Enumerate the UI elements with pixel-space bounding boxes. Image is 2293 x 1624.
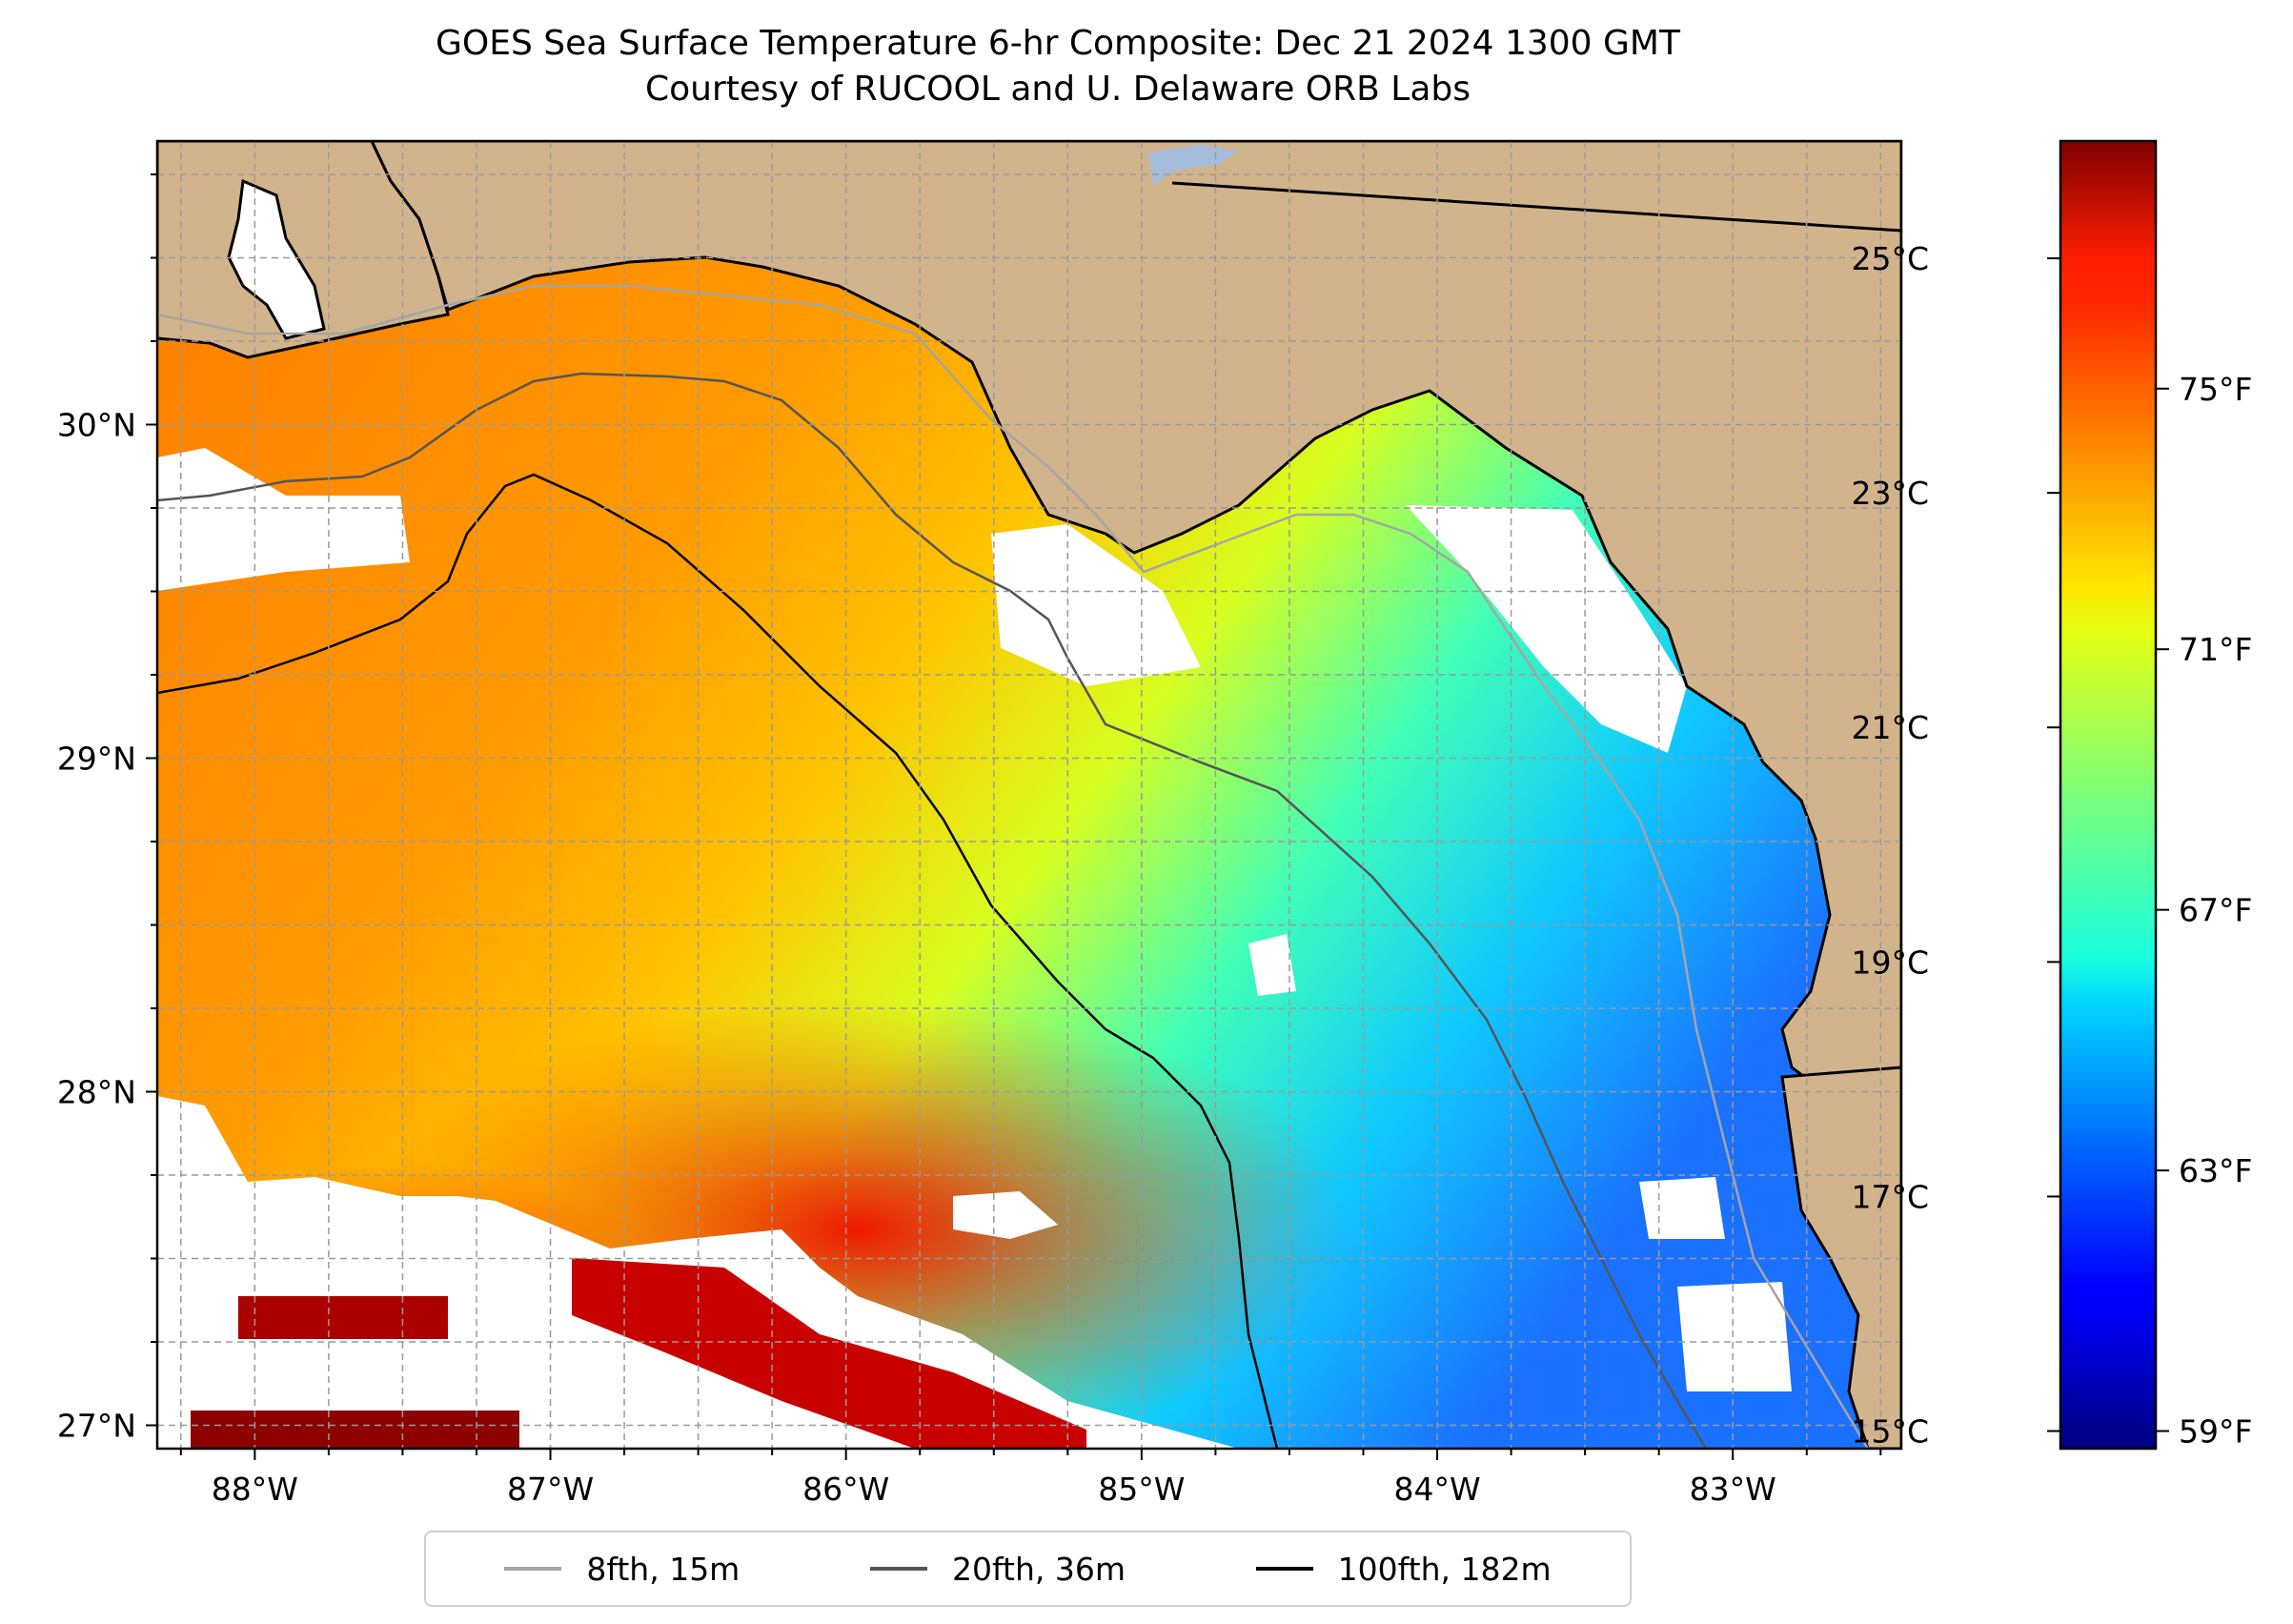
lon-tick-label: 88°W: [212, 1471, 298, 1508]
map-plot-area: [157, 141, 1901, 1449]
lon-tick-label: 87°W: [507, 1471, 594, 1508]
celsius-tick-label: 17°C: [1851, 1178, 1929, 1215]
celsius-tick-label: 15°C: [1851, 1413, 1929, 1451]
lat-tick-label: 28°N: [57, 1074, 136, 1111]
cloud-patch-2: [1248, 934, 1296, 996]
legend-item-20fth: 20fth, 36m: [870, 1551, 1126, 1588]
cloud-patch-3: [1639, 1177, 1725, 1239]
map-title: GOES Sea Surface Temperature 6-hr Compos…: [0, 21, 2116, 112]
hot-band-2: [191, 1411, 519, 1449]
cloud-patch-1: [953, 1191, 1058, 1239]
fahrenheit-tick-label: 63°F: [2179, 1152, 2252, 1189]
legend-swatch-8fth: [504, 1567, 562, 1571]
celsius-tick-label: 25°C: [1851, 240, 1929, 277]
isobath-8fth: [157, 284, 1870, 1449]
title-line-2: Courtesy of RUCOOL and U. Delaware ORB L…: [644, 70, 1471, 109]
lat-tick-label: 30°N: [57, 407, 136, 444]
isobath-100fth: [157, 473, 1279, 1449]
celsius-tick-label: 23°C: [1851, 475, 1929, 512]
longitude-axis: 88°W 87°W 86°W 85°W 84°W 83°W: [179, 1449, 1882, 1508]
legend-label-20fth: 20fth, 36m: [952, 1550, 1126, 1588]
legend-label-8fth: 8fth, 15m: [586, 1550, 741, 1588]
lon-tick-label: 84°W: [1393, 1471, 1480, 1508]
title-line-1: GOES Sea Surface Temperature 6-hr Compos…: [436, 24, 1680, 63]
cloud-patch-nw: [157, 448, 410, 591]
lon-tick-label: 86°W: [802, 1471, 889, 1508]
lake-seminole: [1148, 145, 1239, 186]
hot-band-1: [238, 1296, 448, 1339]
celsius-tick-label: 21°C: [1851, 709, 1929, 746]
gridlines: [157, 141, 1901, 1449]
lon-tick-label: 83°W: [1690, 1471, 1776, 1508]
cloud-patch-east: [1406, 505, 1687, 753]
legend-swatch-20fth: [870, 1567, 927, 1571]
fahrenheit-tick-label: 71°F: [2179, 631, 2252, 668]
map-frame: [155, 139, 1903, 1451]
colorbar-fahrenheit-axis: 59°F 63°F 67°F 71°F 75°F: [2156, 371, 2252, 1451]
celsius-tick-label: 19°C: [1851, 944, 1929, 981]
cloud-patch-4: [1677, 1282, 1792, 1391]
lon-tick-label: 85°W: [1098, 1471, 1185, 1508]
isobath-legend: 8fth, 15m 20fth, 36m 100fth, 182m: [424, 1531, 1632, 1607]
fahrenheit-tick-label: 75°F: [2179, 371, 2252, 408]
lat-tick-label: 29°N: [57, 741, 136, 778]
state-border: [1171, 181, 1901, 233]
land-florida-panhandle: [370, 141, 1901, 1146]
fahrenheit-tick-label: 67°F: [2179, 892, 2252, 929]
fahrenheit-tick-label: 59°F: [2179, 1413, 2252, 1451]
lat-tick-label: 27°N: [57, 1408, 136, 1445]
cloud-patch-bay: [991, 524, 1201, 686]
mobile-bay: [227, 178, 326, 340]
legend-swatch-100fth: [1255, 1567, 1313, 1571]
colorbar: [2059, 139, 2158, 1451]
legend-item-8fth: 8fth, 15m: [504, 1551, 740, 1588]
legend-label-100fth: 100fth, 182m: [1337, 1550, 1552, 1588]
colorbar-celsius-axis: 15°C 17°C 19°C 21°C 23°C 25°C: [1851, 240, 2060, 1451]
legend-item-100fth: 100fth, 182m: [1255, 1550, 1552, 1588]
latitude-axis: 27°N 28°N 29°N 30°N: [57, 173, 157, 1445]
hot-band-3: [572, 1258, 1086, 1449]
